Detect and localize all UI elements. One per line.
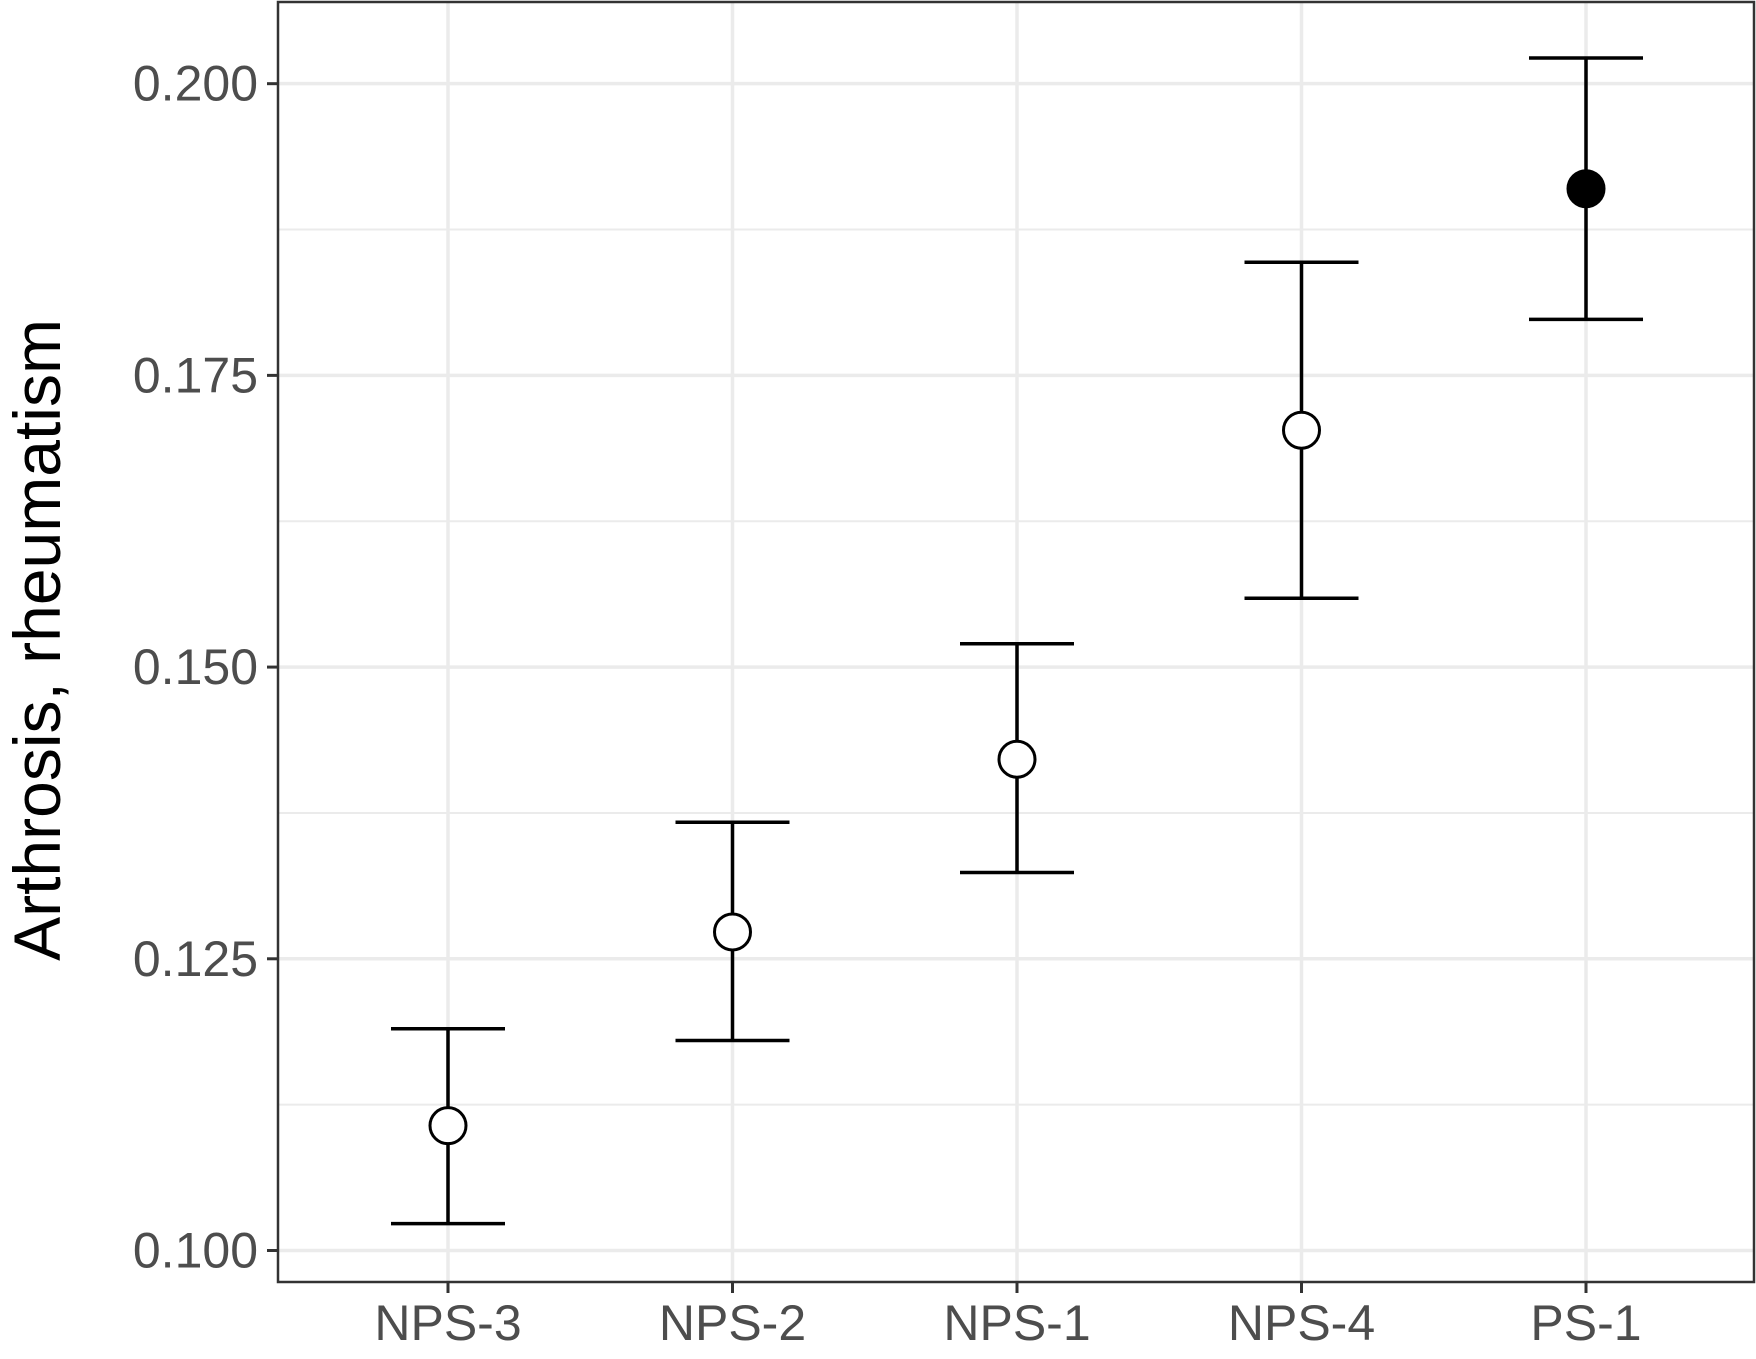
x-tick-label: PS-1 (1530, 1295, 1641, 1351)
y-tick-label: 0.175 (133, 347, 258, 403)
y-axis-title: Arthrosis, rheumatism (0, 319, 74, 961)
data-point-nps-2 (713, 912, 752, 952)
data-point-nps-1 (997, 739, 1037, 779)
x-tick-label: NPS-3 (374, 1295, 521, 1351)
y-tick-label: 0.125 (133, 931, 258, 987)
data-point-ps-1 (1566, 169, 1606, 209)
marks-layer (391, 56, 1643, 1226)
grid-layer (278, 2, 1754, 1282)
data-point-nps-4 (1282, 410, 1321, 450)
x-tick-label: NPS-2 (659, 1295, 806, 1351)
axis-layer: 0.100 0.125 0.150 0.175 0.200 NPS-3 NPS-2 NPS-1… (133, 0, 1756, 1351)
y-tick-label: 0.100 (133, 1222, 258, 1278)
data-point-nps-3 (428, 1106, 468, 1146)
x-tick-label: NPS-1 (943, 1295, 1090, 1351)
x-tick-label: NPS-4 (1228, 1295, 1375, 1351)
y-tick-label: 0.200 (133, 56, 258, 112)
y-tick-label: 0.150 (133, 639, 258, 695)
